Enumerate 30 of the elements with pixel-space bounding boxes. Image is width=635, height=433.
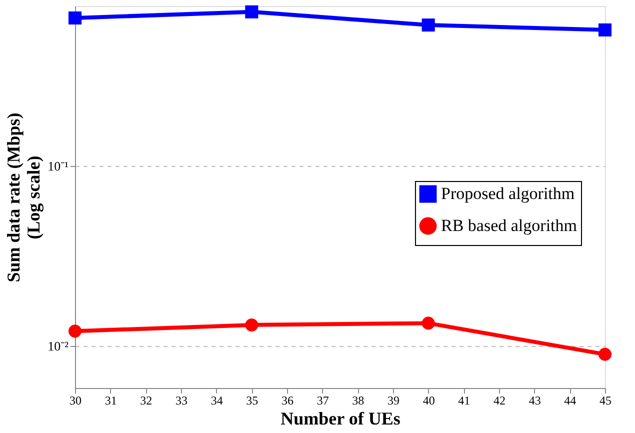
x-tick-label: 42 [494,394,506,408]
x-tick-label: 35 [246,394,258,408]
x-tick-label: 39 [388,394,400,408]
legend-label: RB based algorithm [441,216,577,235]
point [245,318,258,332]
point [422,18,435,32]
legend-label: Proposed algorithm [441,184,575,203]
x-tick-label: 38 [352,394,364,408]
x-tick-label: 32 [140,394,152,408]
point [598,23,612,36]
point [422,316,435,330]
x-tick-label: 37 [316,394,329,408]
x-tick-label: 30 [70,394,82,408]
x-tick-label: 31 [104,394,117,408]
x-tick-label: 43 [528,394,541,408]
x-tick-label: 36 [282,394,294,408]
y-tick-label: 10⁻¹ [48,158,69,174]
y-axis-title: Sum data rate (Mbps) (Log scale) [4,112,44,282]
point [68,324,82,338]
point [68,11,82,25]
x-tick-label: 33 [176,394,188,408]
point [245,5,258,18]
point [598,348,612,361]
y-tick-label: 10⁻² [48,338,69,354]
x-tick-label: 45 [600,394,612,408]
x-tick-label: 34 [210,394,223,408]
x-tick-label: 40 [422,394,435,408]
x-axis-title: Number of UEs [280,408,400,428]
x-tick-label: 44 [564,394,576,408]
x-tick-label: 41 [458,394,470,408]
